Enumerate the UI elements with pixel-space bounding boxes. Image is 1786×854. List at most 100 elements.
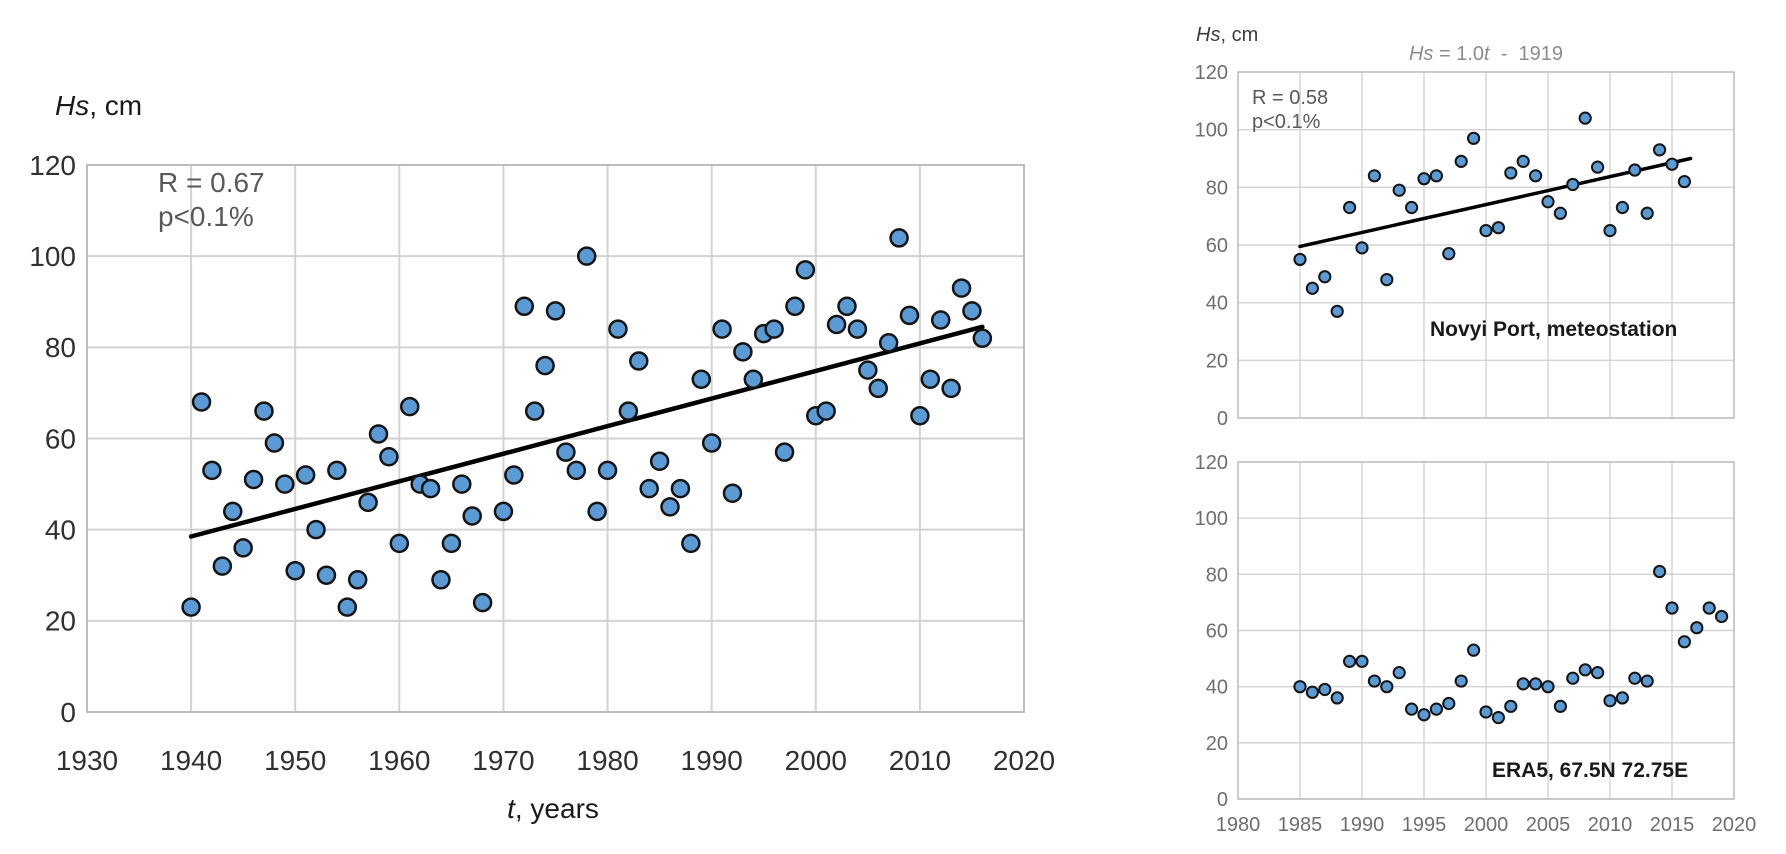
data-point bbox=[1516, 154, 1530, 168]
data-point bbox=[1628, 163, 1642, 177]
trend-line bbox=[1298, 156, 1693, 249]
data-point bbox=[733, 342, 753, 362]
data-point bbox=[639, 478, 659, 499]
data-point bbox=[1591, 160, 1605, 174]
y-tick-label: 40 bbox=[1206, 677, 1228, 699]
data-point bbox=[774, 442, 795, 462]
x-tick-label: 1990 bbox=[681, 745, 743, 776]
data-point bbox=[212, 556, 233, 576]
data-point bbox=[472, 592, 493, 613]
data-point bbox=[462, 506, 482, 526]
x-tick-label: 1940 bbox=[160, 745, 222, 776]
x-tick-label: 2020 bbox=[1712, 814, 1757, 836]
y-tick-label: 60 bbox=[1206, 621, 1228, 643]
x-tick-label: 1980 bbox=[1216, 814, 1261, 836]
data-point bbox=[660, 497, 680, 517]
y-title-symbol: Hs bbox=[1196, 24, 1221, 46]
data-point bbox=[1293, 252, 1307, 267]
data-point bbox=[1417, 708, 1431, 722]
data-point bbox=[493, 501, 514, 522]
data-point bbox=[181, 597, 201, 617]
trend-line bbox=[188, 324, 985, 539]
x-tick-label: 2010 bbox=[889, 745, 951, 776]
data-point bbox=[1330, 304, 1344, 318]
data-point bbox=[743, 369, 764, 389]
data-point bbox=[1690, 621, 1704, 635]
data-point bbox=[1578, 663, 1592, 677]
data-point bbox=[1640, 674, 1654, 688]
data-point bbox=[1615, 691, 1630, 705]
data-point bbox=[389, 533, 410, 554]
data-point bbox=[1653, 564, 1667, 579]
data-point bbox=[1603, 223, 1617, 238]
data-point bbox=[1615, 200, 1630, 215]
data-point bbox=[681, 533, 701, 554]
y-tick-label: 40 bbox=[1206, 293, 1228, 315]
data-point bbox=[358, 492, 378, 513]
data-point bbox=[629, 351, 649, 371]
data-point bbox=[1454, 154, 1468, 168]
data-point bbox=[1677, 635, 1692, 649]
data-point bbox=[275, 474, 295, 494]
x-tick-label: 2005 bbox=[1526, 814, 1571, 836]
data-point bbox=[1467, 643, 1481, 657]
data-point bbox=[587, 501, 607, 522]
data-point bbox=[1702, 601, 1716, 615]
data-point bbox=[1343, 200, 1357, 215]
plot-border bbox=[86, 164, 1025, 713]
data-point bbox=[556, 442, 576, 462]
data-point bbox=[608, 319, 628, 339]
data-point bbox=[306, 519, 326, 540]
data-point bbox=[878, 333, 899, 353]
y-title-symbol: Hs bbox=[55, 90, 90, 121]
data-point bbox=[223, 501, 243, 522]
data-point bbox=[399, 396, 420, 417]
data-point bbox=[264, 433, 285, 453]
data-point bbox=[1541, 195, 1555, 209]
data-point bbox=[1553, 206, 1568, 220]
main-y-axis-title: Hs, cm bbox=[55, 90, 142, 122]
data-point bbox=[920, 369, 941, 389]
data-point bbox=[1429, 169, 1444, 183]
data-point bbox=[1380, 273, 1394, 287]
data-point bbox=[899, 305, 920, 326]
data-point bbox=[722, 483, 743, 503]
annotation-p-value: p<0.1% bbox=[158, 200, 254, 232]
data-point bbox=[1318, 682, 1332, 697]
data-point bbox=[1516, 677, 1530, 691]
y-tick-label: 80 bbox=[1206, 564, 1228, 586]
y-tick-label: 20 bbox=[1206, 350, 1228, 372]
data-point bbox=[1293, 680, 1307, 694]
data-point bbox=[566, 460, 587, 481]
y-title-unit: , cm bbox=[89, 90, 143, 121]
data-point bbox=[618, 401, 639, 421]
y-tick-label: 120 bbox=[1195, 452, 1228, 474]
y-tick-label: 0 bbox=[60, 697, 76, 728]
y-title-unit: , cm bbox=[1220, 24, 1259, 46]
data-point bbox=[1591, 666, 1605, 680]
x-tick-label: 2015 bbox=[1650, 814, 1695, 836]
data-point bbox=[191, 392, 212, 412]
data-point bbox=[1541, 680, 1555, 694]
data-point bbox=[1305, 281, 1320, 295]
y-tick-label: 100 bbox=[29, 241, 76, 272]
y-tick-label: 80 bbox=[45, 332, 76, 363]
data-point bbox=[764, 319, 784, 339]
data-point bbox=[1355, 241, 1369, 255]
top-right-y-axis-title: Hs, cm bbox=[1196, 24, 1258, 47]
data-point bbox=[431, 570, 451, 590]
data-point bbox=[795, 260, 816, 280]
data-point bbox=[597, 460, 618, 481]
data-point bbox=[295, 465, 316, 485]
y-tick-label: 0 bbox=[1217, 789, 1228, 811]
data-point bbox=[285, 560, 305, 581]
data-point bbox=[1640, 206, 1654, 220]
equation-part: t bbox=[1484, 43, 1490, 65]
data-point bbox=[420, 478, 441, 499]
main-annotation: R = 0.67 p<0.1% bbox=[158, 166, 265, 233]
data-point bbox=[847, 319, 868, 339]
data-point bbox=[545, 301, 566, 321]
data-point bbox=[941, 378, 961, 399]
data-point bbox=[701, 433, 722, 453]
data-point bbox=[441, 533, 462, 554]
